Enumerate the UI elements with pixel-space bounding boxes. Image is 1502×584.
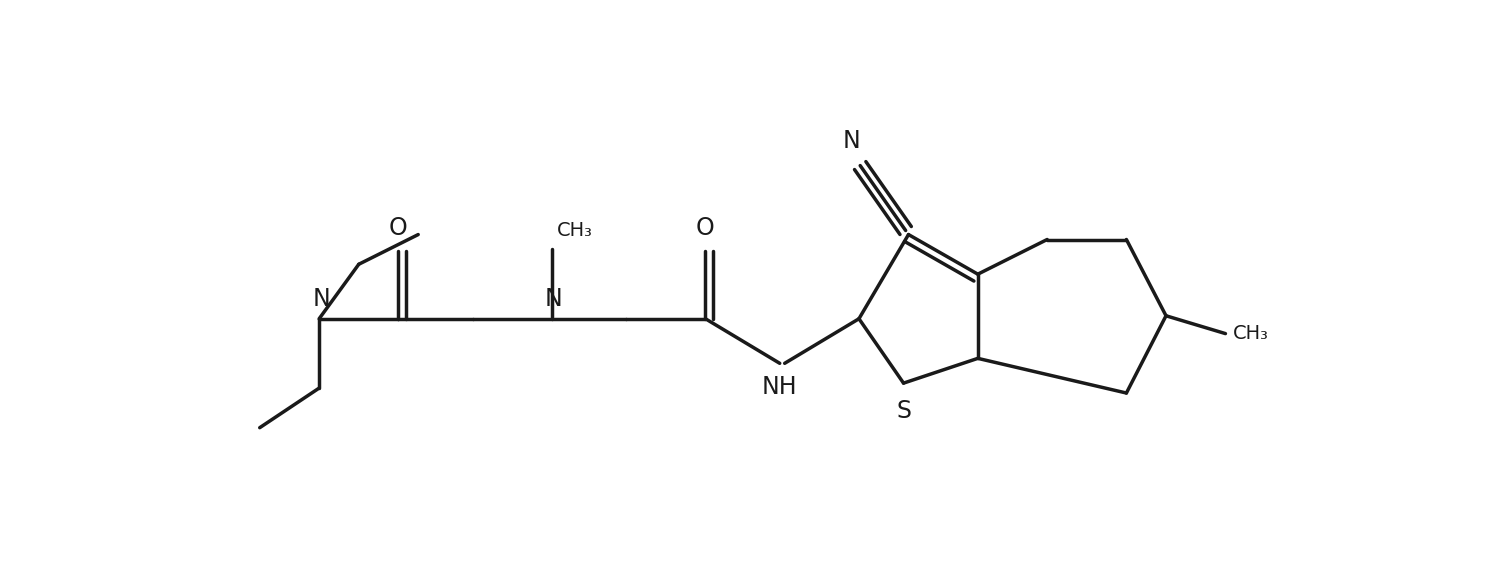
Text: CH₃: CH₃ xyxy=(557,221,593,239)
Text: CH₃: CH₃ xyxy=(1233,324,1269,343)
Text: S: S xyxy=(897,399,912,423)
Text: NH: NH xyxy=(762,375,798,399)
Text: O: O xyxy=(695,215,715,239)
Text: N: N xyxy=(312,287,330,311)
Text: N: N xyxy=(545,287,563,311)
Text: O: O xyxy=(389,215,407,239)
Text: N: N xyxy=(843,130,861,154)
